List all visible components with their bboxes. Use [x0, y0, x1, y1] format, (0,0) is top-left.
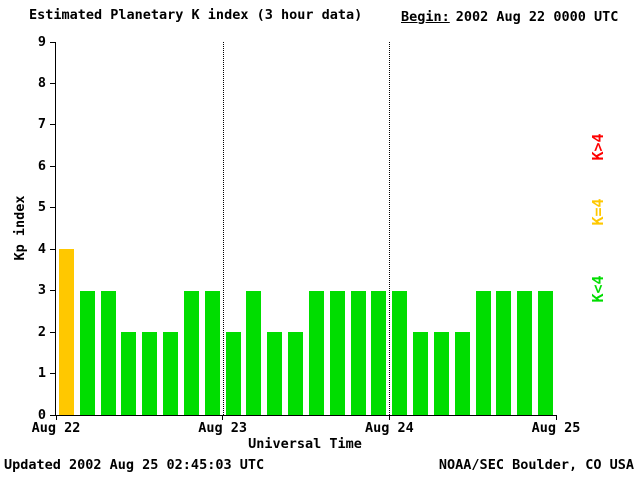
y-tick-label: 3 [37, 282, 46, 299]
x-tick-label: Aug 23 [198, 420, 248, 436]
y-tick [50, 290, 56, 292]
credit-text: NOAA/SEC Boulder, CO USA [438, 457, 634, 473]
y-tick-label: 7 [37, 116, 46, 133]
x-tick [55, 415, 57, 420]
kp-bar [121, 332, 137, 415]
y-tick [50, 248, 56, 250]
y-tick [50, 82, 56, 84]
kp-bar [308, 290, 324, 415]
y-tick [50, 207, 56, 209]
kp-bar [79, 290, 95, 415]
kp-bar [517, 290, 533, 415]
y-tick-label: 9 [37, 33, 46, 50]
kp-bar [100, 290, 116, 415]
legend-k-equal-4: K=4 [589, 198, 607, 226]
y-tick-label: 1 [37, 365, 46, 382]
y-tick [50, 373, 56, 375]
kp-bar [433, 332, 449, 415]
day-boundary-gridline [389, 42, 391, 415]
kp-bar [329, 290, 345, 415]
legend-k-above-4: K>4 [589, 133, 607, 161]
kp-bar [538, 290, 554, 415]
kp-bar [204, 290, 220, 415]
x-tick [222, 415, 224, 420]
kp-bar [246, 290, 262, 415]
y-tick-label: 4 [37, 240, 46, 257]
kp-bar [350, 290, 366, 415]
kp-bar [163, 332, 179, 415]
kp-bar [371, 290, 387, 415]
begin-time: Begin: 2002 Aug 22 0000 UTC [401, 9, 618, 25]
kp-bar [392, 290, 408, 415]
y-tick [50, 331, 56, 333]
x-axis-title: Universal Time [248, 436, 362, 452]
kp-bar [225, 332, 241, 415]
kp-bar [183, 290, 199, 415]
kp-bar [413, 332, 429, 415]
y-tick [50, 414, 56, 416]
y-tick-label: 6 [37, 157, 46, 174]
y-tick-label: 2 [37, 323, 46, 340]
y-tick-label: 5 [37, 199, 46, 216]
kp-bar [475, 290, 491, 415]
kp-bar [454, 332, 470, 415]
kp-bar [496, 290, 512, 415]
day-boundary-gridline [222, 42, 224, 415]
kp-bar [288, 332, 304, 415]
legend-k-below-4: K<4 [589, 275, 607, 303]
x-tick [388, 415, 390, 420]
y-tick [50, 41, 56, 43]
kp-bar [267, 332, 283, 415]
chart-title: Estimated Planetary K index (3 hour data… [29, 7, 363, 23]
kp-bar [142, 332, 158, 415]
kp-bar [58, 249, 74, 415]
begin-label: Begin: [401, 9, 450, 25]
plot-area: 0 1 2 3 4 5 6 7 8 9 Aug 22 Aug 23 Aug 24 Aug 25 [32, 34, 581, 437]
x-tick-label: Aug 25 [531, 420, 581, 436]
x-tick-label: Aug 22 [31, 420, 81, 436]
y-tick [50, 124, 56, 126]
x-tick [555, 415, 557, 420]
y-tick-label: 0 [37, 406, 46, 423]
y-tick [50, 165, 56, 167]
updated-timestamp: Updated 2002 Aug 25 02:45:03 UTC [4, 457, 265, 473]
y-tick-label: 8 [37, 74, 46, 91]
x-tick-label: Aug 24 [364, 420, 414, 436]
begin-value: 2002 Aug 22 0000 UTC [455, 9, 619, 25]
